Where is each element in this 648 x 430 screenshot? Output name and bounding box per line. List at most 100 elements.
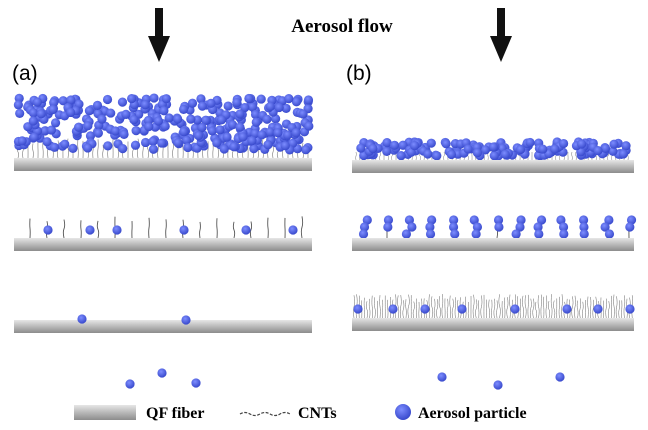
particle (510, 304, 519, 313)
particle (173, 138, 182, 147)
particle (191, 378, 200, 387)
particle (162, 94, 171, 103)
cnt (562, 294, 563, 318)
particle (157, 138, 166, 147)
legend-particle (395, 404, 411, 420)
particle (232, 98, 241, 107)
particle (229, 142, 238, 151)
legend-fiber (74, 405, 136, 420)
cnt (356, 152, 357, 160)
panel-label: (a) (12, 62, 38, 85)
particle (144, 122, 153, 131)
particle (432, 151, 441, 160)
cnt (582, 302, 583, 318)
cnt (374, 297, 375, 318)
particle (60, 140, 69, 149)
cnt (499, 294, 500, 318)
particle (238, 132, 247, 141)
particle (149, 145, 158, 154)
particle (15, 109, 24, 118)
particle (222, 132, 231, 141)
particle (265, 127, 274, 136)
particle (173, 114, 182, 123)
particle (68, 144, 77, 153)
particle (129, 115, 138, 124)
particle (493, 380, 502, 389)
particle (157, 368, 166, 377)
particle (181, 315, 190, 324)
cnt (233, 222, 234, 238)
cnt (369, 299, 370, 318)
particle (489, 142, 498, 151)
particle (262, 115, 271, 124)
particle (66, 108, 75, 117)
particle (426, 229, 435, 238)
cnt (575, 152, 576, 160)
particle (288, 225, 297, 234)
particle (154, 116, 163, 125)
cnt (301, 216, 302, 238)
particle (621, 141, 630, 150)
particle (51, 118, 60, 127)
particle (125, 379, 134, 388)
cnt (268, 218, 269, 238)
particle (127, 94, 136, 103)
cnt (510, 295, 511, 318)
cnt (450, 296, 451, 318)
particle (263, 140, 272, 149)
cnt (455, 297, 456, 318)
particle (83, 121, 92, 130)
particle (516, 145, 525, 154)
cnt (481, 295, 482, 318)
particle (103, 141, 112, 150)
particle (159, 106, 168, 115)
particle (605, 229, 614, 238)
cnt (447, 299, 448, 318)
particle (148, 137, 157, 146)
particle (457, 304, 466, 313)
cnt (619, 300, 620, 318)
cnt (535, 302, 536, 318)
particle (266, 102, 275, 111)
particle (179, 225, 188, 234)
cnt (398, 295, 399, 318)
title: Aerosol flow (291, 16, 393, 37)
particle (85, 106, 94, 115)
particle (179, 127, 188, 136)
cnt (525, 295, 526, 318)
cnt (616, 296, 617, 318)
particle (183, 143, 192, 152)
cnt (548, 301, 549, 318)
particle (593, 304, 602, 313)
particle (141, 100, 150, 109)
particle (420, 304, 429, 313)
particle (359, 229, 368, 238)
particle (43, 225, 52, 234)
particle (534, 229, 543, 238)
particle (112, 225, 121, 234)
particle (396, 151, 405, 160)
particle (550, 144, 559, 153)
cnt (442, 294, 443, 318)
particle (212, 138, 221, 147)
particle (437, 372, 446, 381)
cnt (372, 296, 373, 318)
cnt (530, 299, 531, 318)
particle (18, 136, 27, 145)
cnt (429, 294, 430, 318)
particle (37, 109, 46, 118)
particle (118, 144, 127, 153)
particle (149, 93, 158, 102)
particle (304, 95, 313, 104)
particle (50, 143, 59, 152)
particle (118, 98, 127, 107)
particle (501, 150, 510, 159)
cnt (494, 299, 495, 318)
cnt (551, 294, 552, 318)
particle (464, 144, 473, 153)
particle (257, 130, 266, 139)
panel-label: (b) (346, 62, 372, 85)
cnt (434, 299, 435, 318)
cnt (572, 152, 573, 160)
cnt (473, 295, 474, 318)
